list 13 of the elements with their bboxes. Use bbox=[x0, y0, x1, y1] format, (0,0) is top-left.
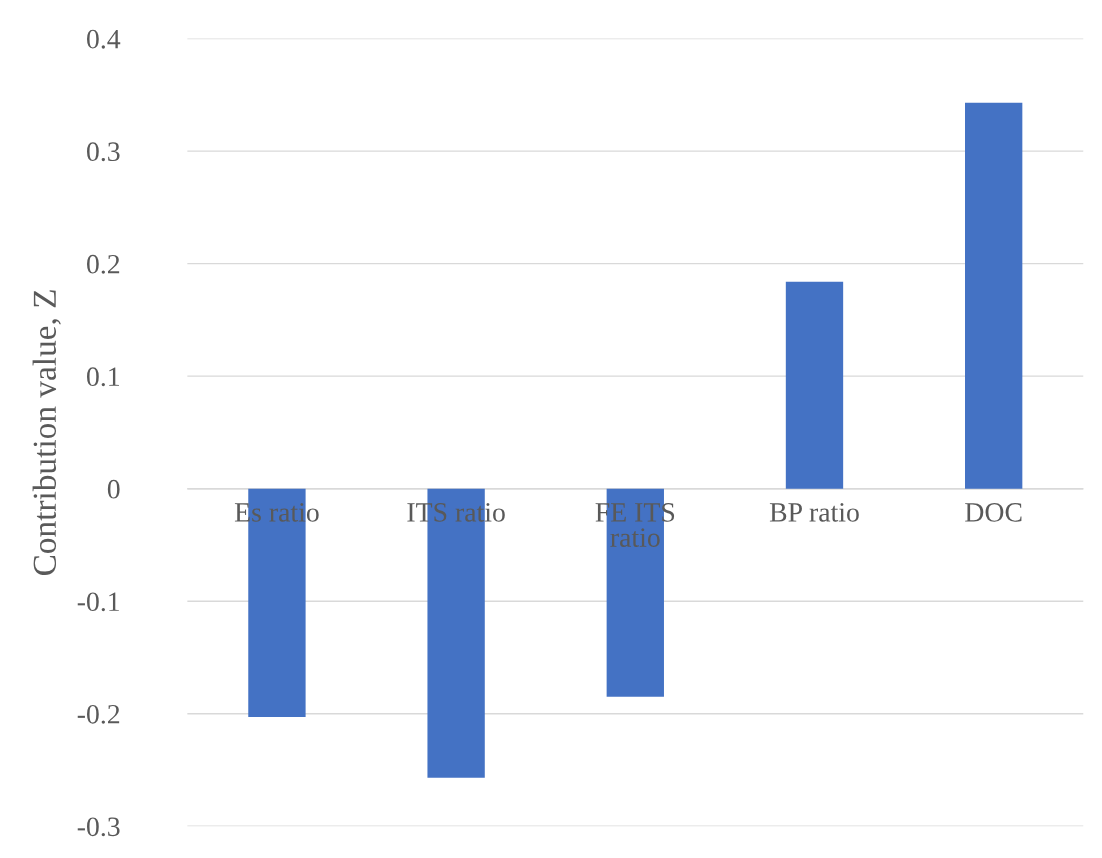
bar bbox=[965, 102, 1023, 489]
y-tick-label: 0.2 bbox=[87, 254, 120, 274]
y-tick-label: 0 bbox=[107, 479, 120, 499]
y-tick-label: -0.1 bbox=[77, 592, 120, 612]
y-tick-label: 0.3 bbox=[87, 142, 120, 162]
y-tick-label: 0.1 bbox=[87, 367, 120, 387]
bar bbox=[785, 281, 844, 489]
y-axis-title: Contribution value, Z bbox=[32, 290, 61, 576]
y-tick-label: -0.3 bbox=[77, 817, 120, 837]
y-tick-label: -0.2 bbox=[77, 704, 120, 724]
x-tick-label: DOC bbox=[965, 503, 1022, 522]
y-tick-label: 0.4 bbox=[87, 29, 121, 49]
x-tick-label: BP ratio bbox=[769, 503, 859, 522]
